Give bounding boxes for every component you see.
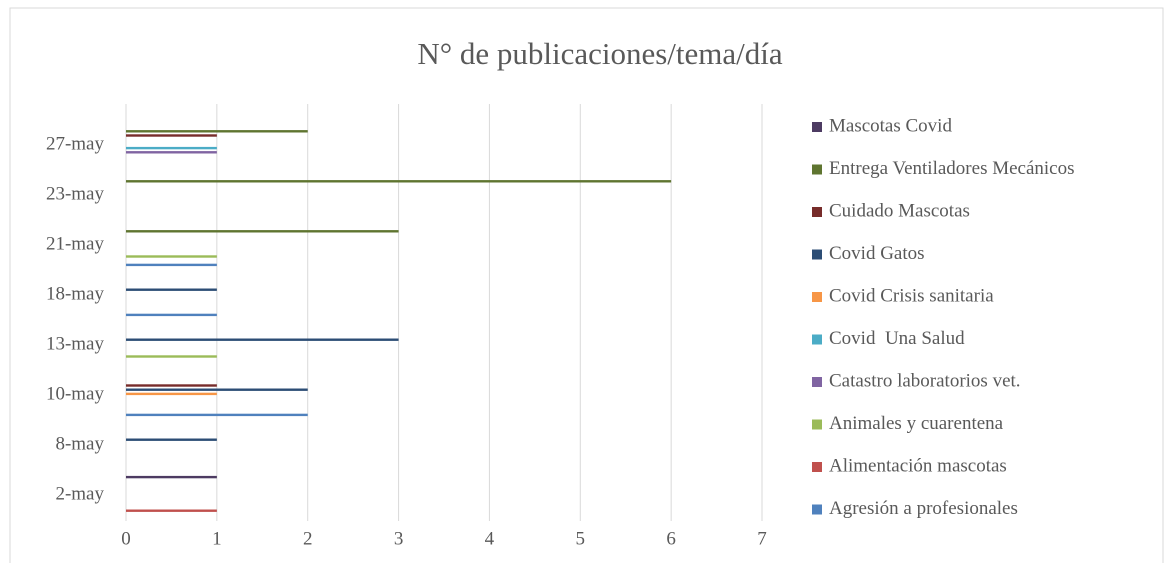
- legend-swatch: [812, 377, 822, 387]
- chart-border: [9, 7, 1164, 568]
- legend-label: Covid Una Salud: [829, 328, 965, 349]
- legend-label: Animales y cuarentena: [829, 413, 1004, 434]
- legend-swatch: [812, 419, 822, 430]
- legend-swatch: [812, 504, 822, 515]
- legend-swatch: [812, 462, 822, 472]
- bar: [126, 180, 672, 183]
- bar: [126, 388, 308, 391]
- x-tick-label: 5: [576, 528, 586, 549]
- bar: [126, 509, 217, 512]
- bar: [126, 392, 217, 396]
- bar: [126, 338, 399, 341]
- bar: [126, 288, 217, 291]
- legend-label: Agresión a profesionales: [829, 498, 1018, 519]
- y-tick-label: 13-may: [46, 333, 105, 354]
- legend-label: Entrega Ventiladores Mecánicos: [829, 158, 1075, 179]
- bar: [126, 146, 217, 150]
- bar: [126, 255, 217, 258]
- y-tick-label: 21-may: [46, 233, 105, 254]
- bar: [126, 355, 217, 358]
- x-tick-label: 3: [394, 528, 404, 549]
- x-tick-label: 2: [303, 528, 313, 549]
- legend-label: Mascotas Covid: [829, 115, 952, 136]
- bar: [126, 438, 217, 441]
- legend-swatch: [812, 249, 822, 260]
- bar: [126, 263, 217, 267]
- y-tick-label: 18-may: [46, 283, 105, 304]
- legend-label: Alimentación mascotas: [829, 455, 1007, 476]
- legend-swatch: [812, 207, 822, 217]
- bar: [126, 151, 217, 154]
- x-tick-label: 7: [757, 528, 767, 549]
- bar: [126, 230, 399, 233]
- x-tick-label: 4: [485, 528, 495, 549]
- bar: [126, 130, 308, 133]
- bar: [126, 134, 217, 137]
- bar: [126, 475, 217, 479]
- x-tick-label: 1: [212, 528, 222, 549]
- y-tick-label: 10-may: [46, 383, 105, 404]
- y-tick-label: 2-may: [55, 483, 104, 504]
- bar: [126, 384, 217, 387]
- y-tick-label: 8-may: [55, 433, 104, 454]
- legend-label: Cuidado Mascotas: [829, 200, 970, 221]
- legend-label: Covid Gatos: [829, 243, 925, 264]
- legend-swatch: [812, 292, 822, 302]
- legend-swatch: [812, 122, 822, 132]
- chart-title: N° de publicaciones/tema/día: [417, 36, 783, 71]
- y-tick-label: 23-may: [46, 183, 105, 204]
- legend-label: Catastro laboratorios vet.: [829, 370, 1021, 391]
- bar: [126, 413, 308, 417]
- legend-swatch: [812, 164, 822, 175]
- x-tick-label: 6: [666, 528, 676, 549]
- legend-label: Covid Crisis sanitaria: [829, 285, 994, 306]
- y-tick-label: 27-may: [46, 133, 105, 154]
- legend-swatch: [812, 334, 822, 345]
- x-tick-label: 0: [121, 528, 131, 549]
- bar: [126, 313, 217, 317]
